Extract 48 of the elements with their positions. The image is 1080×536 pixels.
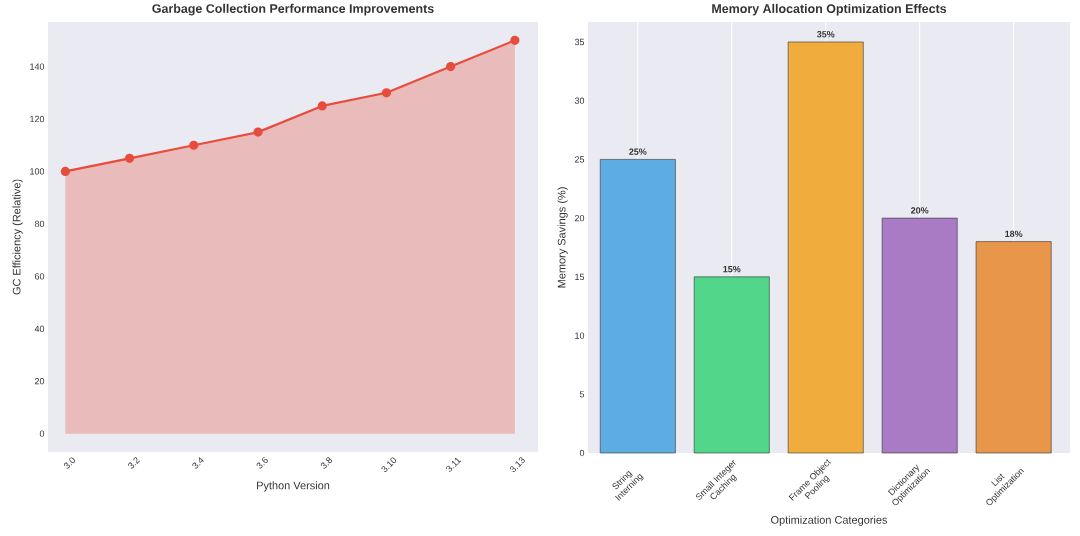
y-tick-label: 20 [34, 378, 45, 385]
point [381, 88, 392, 98]
bar [975, 241, 1052, 454]
y-tick-label: 30 [574, 97, 585, 104]
point [446, 61, 456, 72]
point [253, 127, 263, 137]
y-tick-label: 35 [574, 38, 585, 46]
y-axis-title: Memory Savings (%) [557, 187, 568, 288]
data-label: 15% [723, 266, 741, 273]
data-label: 35% [816, 31, 835, 38]
y-tick-label: 60 [34, 273, 45, 280]
bar [787, 41, 864, 454]
y-tick-label: 0 [579, 449, 585, 457]
x-tick-label: 3.11 [446, 457, 462, 472]
y-tick-label: 0 [39, 430, 45, 437]
point [189, 140, 199, 150]
y-tick-label: 120 [30, 115, 45, 123]
y-tick-label: 140 [30, 63, 45, 70]
y-tick-label: 20 [574, 214, 585, 222]
y-axis-title: GC Efficiency (Relative) [12, 179, 23, 295]
y-tick-label: 15 [575, 273, 585, 280]
bar [693, 276, 770, 454]
y-tick-label: 100 [30, 168, 45, 175]
bar [881, 217, 958, 454]
x-axis-title: Optimization Categories [771, 515, 888, 526]
y-tick-label: 80 [34, 220, 45, 228]
y-tick-label: 5 [579, 391, 585, 398]
x-tick-label: 3.2 [128, 457, 141, 469]
point [510, 35, 520, 45]
x-tick-label: 3.10 [381, 457, 397, 473]
x-tick-label: 3.0 [63, 457, 76, 469]
data-label: 20% [911, 207, 929, 214]
x-tick-label: 3.13 [509, 457, 525, 473]
bar [599, 159, 676, 454]
x-tick-label: 3.8 [320, 457, 333, 469]
x-tick-label: 3.6 [256, 457, 268, 469]
point [317, 101, 327, 111]
chart-title: Garbage Collection Performance Improvements [152, 3, 434, 16]
point [60, 166, 70, 177]
y-tick-label: 10 [575, 332, 585, 339]
point [124, 153, 135, 163]
x-axis-title: Python Version [257, 481, 330, 492]
chart-title: Memory Allocation Optimization Effects [712, 3, 947, 16]
y-tick-label: 25 [574, 156, 585, 163]
x-tick-label: 3.4 [192, 457, 204, 469]
data-label: 25% [629, 148, 647, 155]
data-label: 18% [1005, 230, 1023, 238]
y-tick-label: 40 [34, 325, 45, 332]
